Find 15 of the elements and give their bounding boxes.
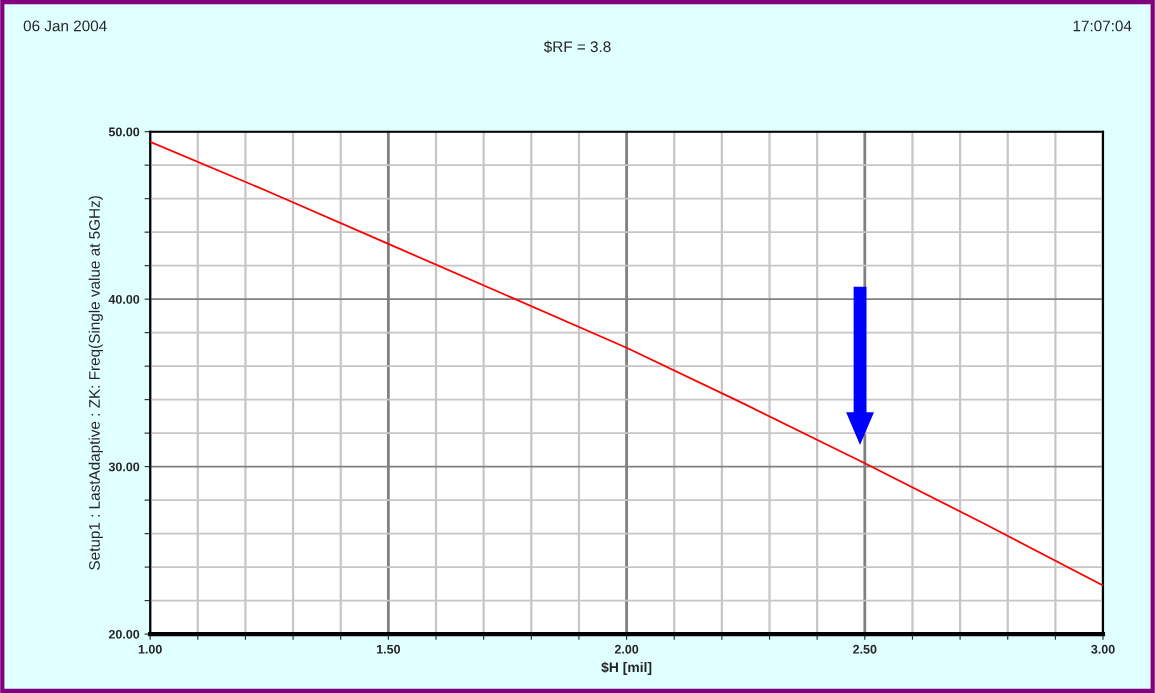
y-tick-label: 20.00 [108,629,140,639]
x-tick-label: 1.00 [138,644,162,654]
x-tick-label: 2.50 [853,644,877,654]
y-tick-label: 40.00 [108,294,140,304]
y-tick-label: 50.00 [108,127,140,137]
x-axis-title: $H [mil] [601,661,652,675]
text: 06 Jan 2004 [23,20,107,32]
chart-title: $RF = 3.8 [543,40,611,54]
x-tick-label: 2.00 [614,644,639,654]
line-series [150,140,1104,587]
x-tick-label: 1.50 [376,644,401,654]
y-axis-title: Setup1 : LastAdaptive : ZK: Freq(Single value at 5GHz) [88,196,103,570]
text: 17:07:04 [1073,20,1132,32]
x-tick-label: 3.00 [1091,644,1115,654]
y-tick-label: 30.00 [108,462,140,472]
